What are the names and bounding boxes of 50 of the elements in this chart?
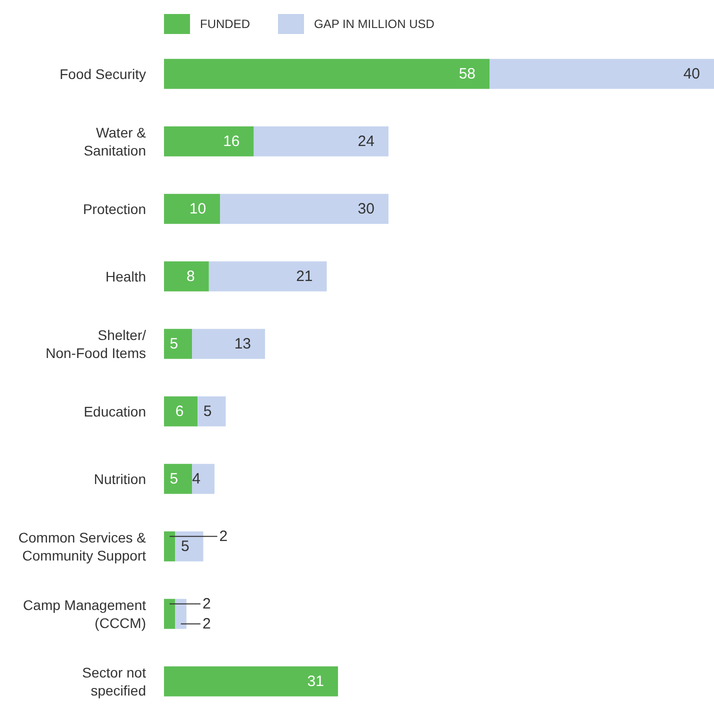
bar [490,58,714,89]
data-label: 58 [458,65,476,82]
bar [164,464,192,494]
y-tick-label: Health [106,268,146,284]
data-label: 2 [202,615,211,632]
bar [164,598,176,629]
data-label: 8 [186,268,195,285]
data-label: 21 [296,268,313,285]
bar [164,328,192,359]
bar [175,531,204,562]
bar [164,531,176,562]
y-tick-label: Water & Sanitation [84,124,147,158]
bar [192,328,266,359]
legend-label: GAP IN MILLION USD [314,17,434,31]
bar [164,261,209,292]
bar [208,261,327,292]
y-tick-label: Education [84,403,146,420]
data-label: 30 [358,200,374,218]
y-tick-label: Food Security [60,66,146,82]
data-label: 13 [234,335,252,352]
bar [198,396,226,426]
bar [164,396,198,426]
bar [164,666,338,696]
data-label: 24 [358,132,374,150]
data-label: 10 [189,200,206,218]
bar [164,194,220,224]
y-tick-label: Shelter/ Non-Food Items [46,326,146,361]
y-tick-label: Sector not specified [82,664,146,698]
bar [254,126,388,156]
data-label: 16 [223,132,240,150]
bar [192,464,215,494]
data-label: 5 [203,402,212,420]
data-label: 6 [175,402,184,420]
y-tick-label: Camp Management (CCCM) [23,596,146,631]
data-label: 5 [170,335,178,352]
bar [164,126,254,156]
data-label: 31 [307,672,324,690]
y-tick-label: Common Services & Community Support [18,529,147,564]
data-label: 5 [180,538,190,555]
data-label: 5 [170,470,178,488]
data-label: 2 [202,595,211,612]
bar [164,58,490,89]
legend-label: FUNDED [200,17,250,31]
bar [220,194,388,224]
data-label: 4 [192,470,201,488]
data-label: 40 [683,65,700,82]
y-tick-label: Nutrition [94,470,146,487]
y-tick-label: Protection [82,200,146,217]
bar [175,598,186,629]
data-label: 2 [219,528,228,545]
